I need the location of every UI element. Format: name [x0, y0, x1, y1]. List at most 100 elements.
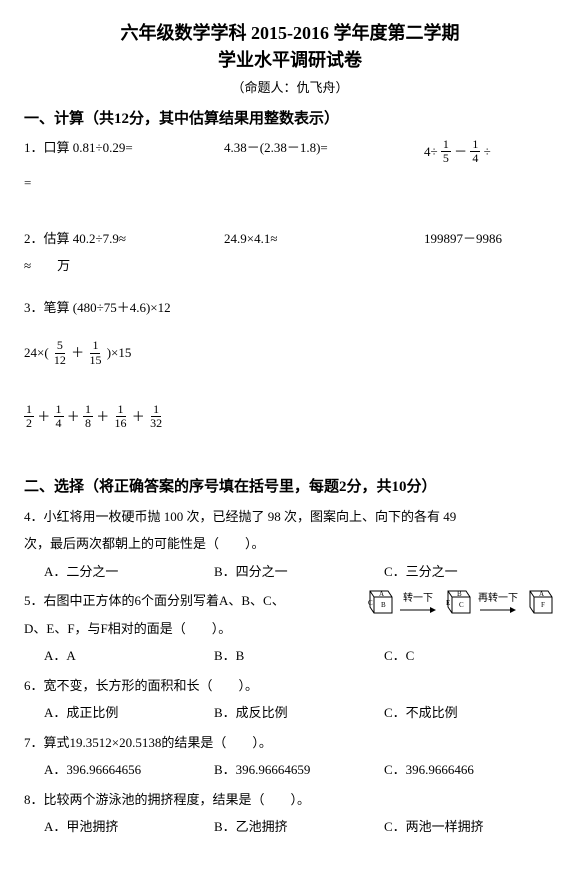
q1-row: 1．口算 0.81÷0.29= 4.38－(2.38－1.8)= 4÷ 1 5 …: [24, 138, 556, 165]
arrow-1-label: 转一下: [403, 591, 433, 606]
q5-opt-c: C．C: [384, 646, 554, 666]
frac-den: 8: [83, 417, 93, 430]
author: （命题人：仇飞舟）: [24, 78, 556, 98]
q3-label: 3．笔算: [24, 300, 70, 315]
q5-opt-b: B．B: [214, 646, 384, 666]
q3-line2: 24×( 5 12 ＋ 1 15 )×15: [24, 339, 556, 366]
svg-text:B: B: [381, 601, 386, 609]
q7-opt-b: B．396.96664659: [214, 760, 384, 780]
cube-c-icon: A F: [522, 587, 556, 617]
frac-num: 5: [55, 339, 65, 353]
q3-b-plus: ＋: [71, 343, 84, 363]
q7-opt-c: C．396.9666466: [384, 760, 554, 780]
q3-b-post: )×15: [107, 343, 132, 363]
svg-text:C: C: [368, 599, 373, 607]
arrow-2: 再转一下: [478, 591, 518, 614]
plus: ＋: [96, 407, 109, 427]
q7-opt-a: A．396.96664656: [44, 760, 214, 780]
frac-den: 12: [52, 354, 68, 367]
q6-opt-b: B．成反比例: [214, 703, 384, 723]
title-line-1: 六年级数学学科 2015-2016 学年度第二学期: [24, 20, 556, 47]
fraction: 1 4: [470, 138, 480, 165]
fraction: 5 12: [52, 339, 68, 366]
q5-line2: D、E、F，与F相对的面是（ ）。: [24, 619, 556, 639]
fraction: 14: [54, 403, 64, 430]
frac-den: 15: [87, 354, 103, 367]
fraction: 1 15: [87, 339, 103, 366]
q6-opt-c: C．不成比例: [384, 703, 554, 723]
frac-num: 1: [470, 138, 480, 152]
title-line-2: 学业水平调研试卷: [24, 47, 556, 74]
fraction: 116: [113, 403, 129, 430]
q8-opt-b: B．乙池拥挤: [214, 817, 384, 837]
arrow-icon: [480, 606, 516, 614]
q5-text1: 5．右图中正方体的6个面分别写着A、B、C、: [24, 593, 285, 608]
section-1-header: 一、计算（共12分，其中估算结果用整数表示）: [24, 108, 556, 131]
q4-opt-c: C．三分之一: [384, 562, 554, 582]
svg-text:A: A: [539, 590, 544, 598]
cube-diagram: A C B 转一下 B E C 再转一下 A F: [362, 587, 556, 617]
frac-den: 4: [54, 417, 64, 430]
q3-a: (480÷75＋4.6)×12: [73, 300, 171, 315]
fraction: 18: [83, 403, 93, 430]
q1-a: 0.81÷0.29=: [73, 140, 133, 155]
q1-c-post: ÷: [484, 142, 491, 162]
q5-opt-a: A．A: [44, 646, 214, 666]
svg-text:A: A: [379, 590, 384, 598]
q4-opt-b: B．四分之一: [214, 562, 384, 582]
arrow-2-label: 再转一下: [478, 591, 518, 606]
q1-label: 1．口算: [24, 140, 70, 155]
q1-c: 4÷ 1 5 － 1 4 ÷: [424, 138, 556, 165]
frac-num: 1: [441, 138, 451, 152]
q3-series: 12 ＋ 14 ＋ 18 ＋ 116 ＋ 132: [24, 403, 556, 430]
q2-label: 2．估算: [24, 231, 70, 246]
frac-num: 1: [90, 339, 100, 353]
frac-den: 5: [441, 152, 451, 165]
section-2-header: 二、选择（将正确答案的序号填在括号里，每题2分，共10分）: [24, 476, 556, 499]
plus: ＋: [37, 407, 50, 427]
frac-num: 1: [24, 403, 34, 417]
q2-c: 199897－9986: [424, 229, 556, 249]
frac-num: 1: [116, 403, 126, 417]
plus: ＋: [67, 407, 80, 427]
q4-line2: 次，最后两次都朝上的可能性是（ ）。: [24, 534, 556, 554]
fraction: 1 5: [441, 138, 451, 165]
frac-den: 2: [24, 417, 34, 430]
svg-text:C: C: [459, 601, 464, 609]
frac-num: 1: [83, 403, 93, 417]
svg-text:F: F: [541, 601, 545, 609]
q8-opt-a: A．甲池拥挤: [44, 817, 214, 837]
cube-b-icon: B E C: [440, 587, 474, 617]
q1-b: 4.38－(2.38－1.8)=: [224, 138, 424, 165]
q6-options: A．成正比例 B．成反比例 C．不成比例: [44, 703, 556, 723]
q4-opt-a: A．二分之一: [44, 562, 214, 582]
q8-options: A．甲池拥挤 B．乙池拥挤 C．两池一样拥挤: [44, 817, 556, 837]
q4-options: A．二分之一 B．四分之一 C．三分之一: [44, 562, 556, 582]
q7-line: 7．算式19.3512×20.5138的结果是（ ）。: [24, 733, 556, 753]
q6-line: 6．宽不变，长方形的面积和长（ ）。: [24, 676, 556, 696]
q2-b: 24.9×4.1≈: [224, 229, 424, 249]
frac-num: 1: [151, 403, 161, 417]
cube-a-icon: A C B: [362, 587, 396, 617]
fraction: 12: [24, 403, 34, 430]
q6-opt-a: A．成正比例: [44, 703, 214, 723]
q2-unit: ≈ 万: [24, 256, 556, 276]
q1-c-mid: －: [454, 142, 467, 162]
q1-c-pre: 4÷: [424, 142, 438, 162]
q8-line: 8．比较两个游泳池的拥挤程度，结果是（ ）。: [24, 790, 556, 810]
frac-den: 4: [470, 152, 480, 165]
q7-options: A．396.96664656 B．396.96664659 C．396.9666…: [44, 760, 556, 780]
arrow-1: 转一下: [400, 591, 436, 614]
fraction: 132: [148, 403, 164, 430]
q3-b-pre: 24×(: [24, 343, 49, 363]
q5-line1: 5．右图中正方体的6个面分别写着A、B、C、 A C B 转一下 B E C 再…: [24, 591, 556, 611]
frac-num: 1: [54, 403, 64, 417]
q4-line1: 4．小红将用一枚硬币抛 100 次，已经抛了 98 次，图案向上、向下的各有 4…: [24, 507, 556, 527]
plus: ＋: [132, 407, 145, 427]
svg-text:E: E: [446, 599, 450, 607]
arrow-icon: [400, 606, 436, 614]
frac-den: 32: [148, 417, 164, 430]
q2-a: 40.2÷7.9≈: [73, 231, 126, 246]
q8-opt-c: C．两池一样拥挤: [384, 817, 554, 837]
q1-eq: =: [24, 173, 556, 193]
